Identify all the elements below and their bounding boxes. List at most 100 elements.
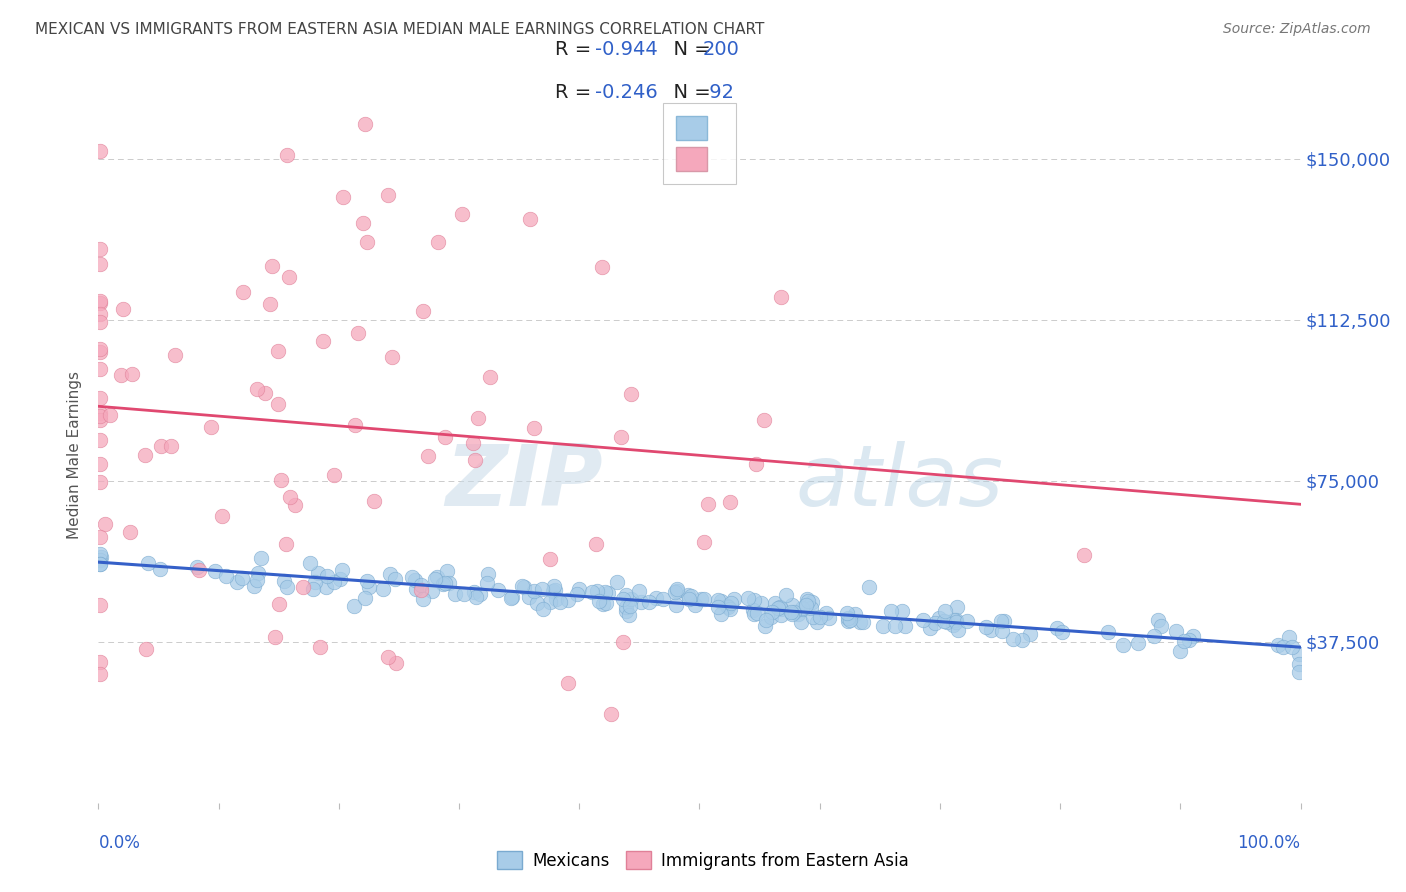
Point — [519, 212, 541, 227]
Point — [420, 583, 443, 598]
Point — [426, 569, 449, 583]
Point — [990, 615, 1012, 629]
Point — [664, 585, 686, 599]
Point — [89, 296, 111, 310]
Point — [945, 613, 967, 627]
Point — [501, 591, 523, 605]
Point — [432, 576, 454, 591]
Point — [89, 553, 111, 567]
Point — [942, 618, 965, 632]
Point — [557, 593, 579, 607]
Point — [763, 596, 786, 610]
Point — [312, 334, 335, 348]
Point — [541, 583, 564, 598]
Point — [475, 576, 498, 591]
Point — [792, 601, 814, 615]
Point — [89, 406, 111, 420]
Point — [90, 550, 112, 565]
Point — [405, 582, 427, 596]
Point — [780, 605, 803, 619]
Point — [353, 591, 375, 605]
Point — [1173, 634, 1195, 648]
Point — [304, 575, 326, 590]
Point — [1168, 644, 1191, 658]
Point — [557, 676, 579, 690]
Point — [946, 623, 969, 637]
Point — [935, 615, 957, 629]
Point — [188, 563, 211, 577]
Point — [517, 590, 540, 604]
Point — [585, 537, 607, 551]
Text: 200: 200 — [703, 40, 740, 59]
Point — [837, 611, 859, 625]
Point — [707, 593, 730, 607]
Point — [749, 596, 772, 610]
Point — [352, 216, 374, 230]
Text: 0.0%: 0.0% — [98, 834, 141, 852]
Point — [149, 562, 172, 576]
Text: -0.944: -0.944 — [595, 40, 658, 59]
Point — [1011, 633, 1033, 648]
Point — [89, 548, 111, 562]
Point — [790, 615, 813, 630]
Point — [849, 615, 872, 629]
Point — [89, 457, 111, 471]
Point — [797, 594, 820, 608]
Point — [665, 582, 688, 596]
Point — [1177, 633, 1199, 648]
Point — [121, 367, 143, 381]
Point — [543, 579, 565, 593]
Text: ZIP: ZIP — [446, 442, 603, 524]
Point — [1164, 624, 1187, 638]
Point — [665, 598, 688, 612]
Point — [89, 257, 111, 271]
Text: N =: N = — [661, 40, 717, 59]
Point — [204, 564, 226, 578]
Point — [150, 439, 173, 453]
Point — [273, 574, 295, 588]
Point — [710, 607, 733, 621]
Text: R =: R = — [555, 40, 598, 59]
Point — [775, 588, 797, 602]
Legend: , : , — [662, 103, 737, 185]
Point — [610, 430, 633, 444]
Point — [770, 601, 793, 615]
Point — [595, 596, 617, 610]
Point — [614, 588, 637, 602]
Point — [690, 592, 713, 607]
Point — [801, 595, 824, 609]
Point — [612, 592, 634, 607]
Point — [1182, 629, 1205, 643]
Point — [478, 370, 501, 384]
Point — [436, 564, 458, 578]
Point — [274, 537, 297, 551]
Point — [322, 468, 344, 483]
Point — [565, 587, 588, 601]
Point — [630, 594, 652, 608]
Point — [893, 619, 915, 633]
Point — [766, 601, 789, 615]
Point — [135, 642, 157, 657]
Point — [928, 611, 950, 625]
Point — [259, 297, 281, 311]
Point — [665, 583, 688, 598]
Point — [920, 621, 942, 635]
Point — [1281, 640, 1303, 655]
Point — [1143, 629, 1166, 643]
Point — [163, 348, 186, 362]
Point — [451, 207, 474, 221]
Point — [747, 607, 769, 621]
Point — [543, 583, 565, 598]
Point — [956, 614, 979, 628]
Point — [110, 368, 132, 382]
Point — [453, 587, 475, 601]
Point — [692, 591, 714, 606]
Point — [1278, 631, 1301, 645]
Point — [872, 619, 894, 633]
Point — [1288, 665, 1310, 680]
Point — [89, 557, 111, 571]
Point — [837, 614, 859, 628]
Point — [307, 566, 329, 580]
Point — [412, 303, 434, 318]
Point — [1288, 647, 1310, 661]
